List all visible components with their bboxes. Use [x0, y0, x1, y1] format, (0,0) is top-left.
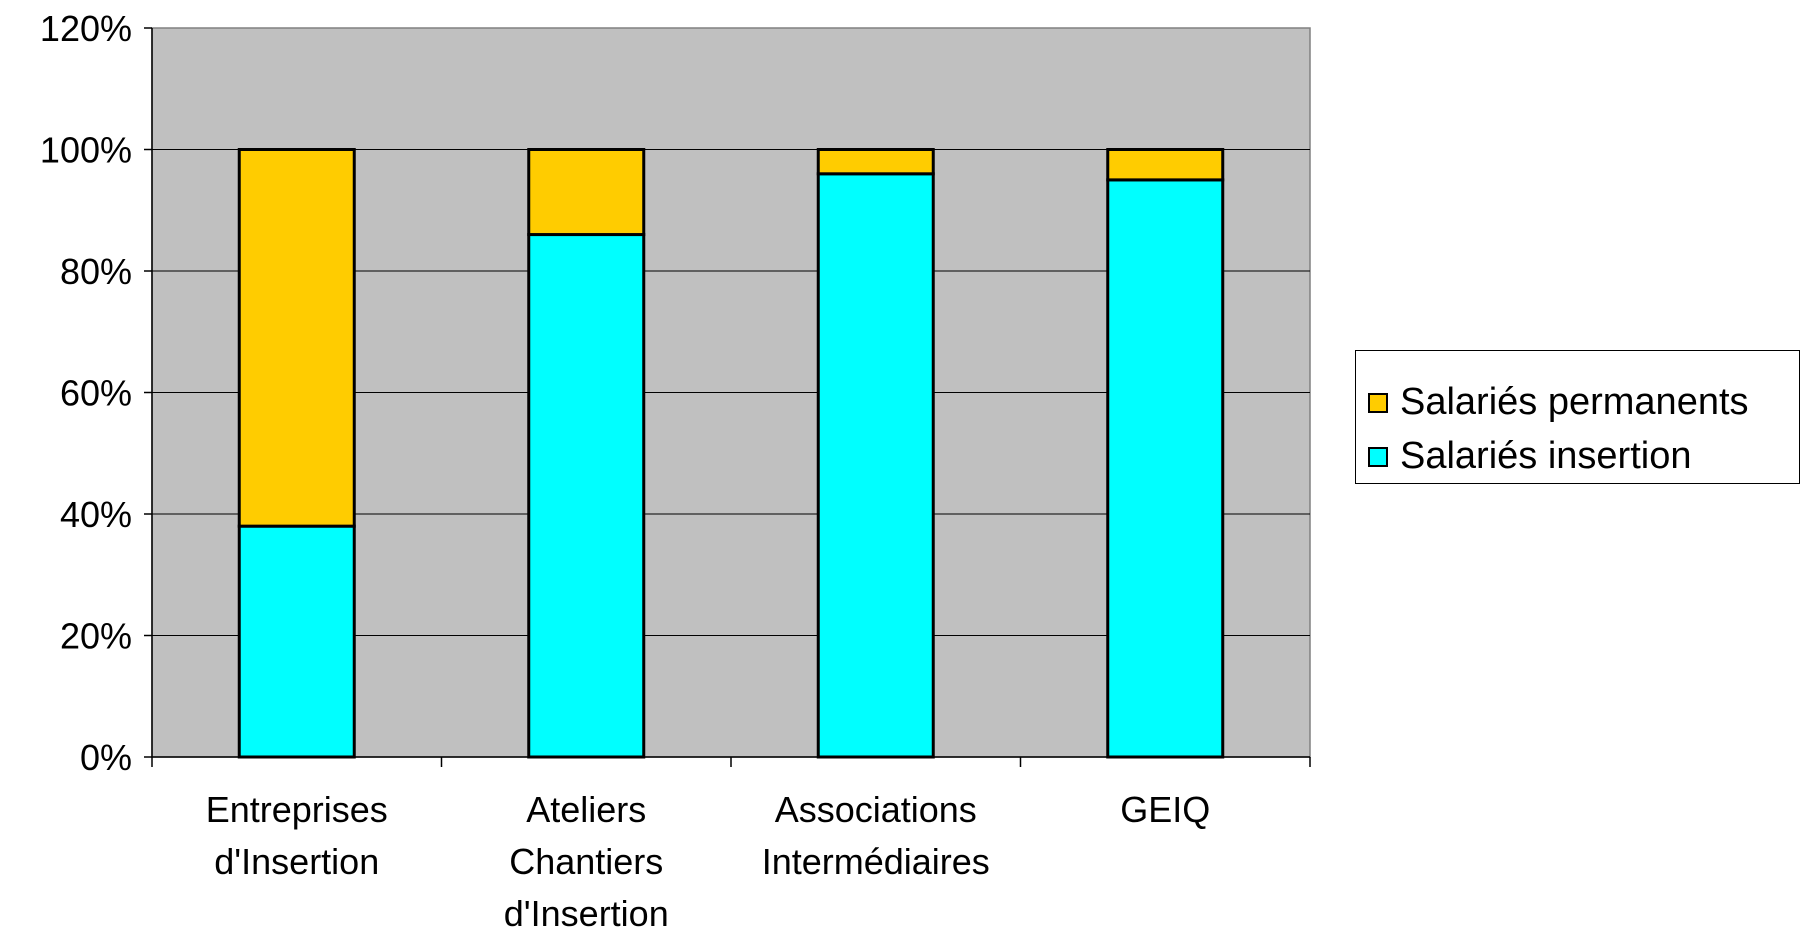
legend-item-permanents: Salariés permanents: [1368, 381, 1749, 424]
y-tick-label: 80%: [60, 251, 132, 292]
y-tick-label: 120%: [40, 8, 132, 49]
x-category-label: Chantiers: [509, 841, 663, 882]
y-tick-label: 40%: [60, 494, 132, 535]
bar-permanents: [1106, 148, 1225, 182]
y-tick-label: 0%: [80, 737, 132, 778]
bar-insertion: [1106, 178, 1225, 759]
x-category-label: Ateliers: [526, 789, 646, 830]
x-category-label: d'Insertion: [214, 841, 379, 882]
bar-insertion: [237, 524, 356, 759]
bar-permanents: [527, 148, 646, 237]
legend-label-insertion: Salariés insertion: [1400, 435, 1692, 477]
legend-item-insertion: Salariés insertion: [1368, 435, 1691, 478]
x-category-label: Entreprises: [206, 789, 388, 830]
x-category-label: Associations: [775, 789, 977, 830]
x-category-label: GEIQ: [1120, 789, 1210, 830]
legend-swatch-insertion: [1368, 446, 1388, 467]
legend-label-permanents: Salariés permanents: [1400, 381, 1749, 423]
bar-insertion: [527, 233, 646, 759]
x-category-label: Intermédiaires: [762, 841, 990, 882]
chart-legend: Salariés permanents Salariés insertion: [1355, 350, 1800, 484]
bar-permanents: [816, 148, 935, 176]
bar-insertion: [816, 172, 935, 759]
y-tick-label: 60%: [60, 373, 132, 414]
legend-swatch-permanents: [1368, 392, 1388, 413]
y-tick-label: 100%: [40, 130, 132, 171]
y-tick-label: 20%: [60, 616, 132, 657]
x-category-label: d'Insertion: [504, 893, 669, 934]
bar-permanents: [237, 148, 356, 528]
